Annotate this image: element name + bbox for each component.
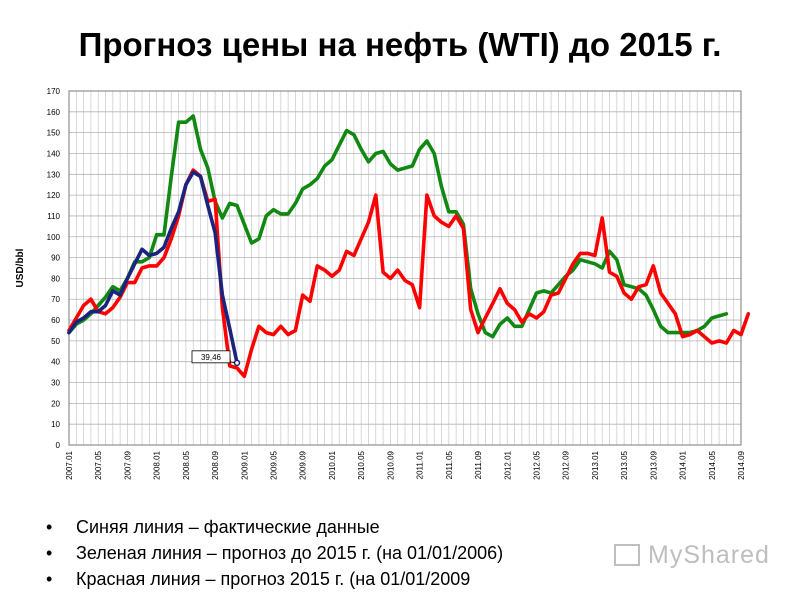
x-tick-label: 2014.09 [737,450,746,479]
x-tick-label: 2008.01 [153,450,162,479]
y-tick-label: 160 [47,108,61,117]
bullet-green-line: Зеленая линия – прогноз до 2015 г. (на 0… [42,540,503,566]
y-tick-label: 40 [51,358,60,367]
x-tick-label: 2007.05 [94,450,103,479]
watermark-logo: MyShared [612,540,782,572]
y-tick-label: 140 [47,149,61,158]
y-tick-label: 50 [51,337,60,346]
annotation-box [191,350,231,364]
x-tick-label: 2011.05 [445,450,454,479]
y-tick-label: 70 [51,295,60,304]
annotation-label: 39,46 [201,353,222,362]
y-tick-label: 60 [51,316,60,325]
annotation-leader [229,361,236,364]
y-tick-label: 20 [51,399,60,408]
x-tick-label: 2012.05 [532,450,541,479]
bullet-blue-line: Синяя линия – фактические данные [42,514,503,540]
presentation-icon [614,544,640,566]
y-tick-label: 80 [51,274,60,283]
x-tick-label: 2009.01 [240,450,249,479]
x-tick-label: 2009.05 [270,450,279,479]
plot-border [68,90,742,446]
y-tick-label: 120 [47,191,61,200]
y-tick-label: 130 [47,170,61,179]
y-tick-label: 100 [47,233,61,242]
y-tick-label: 10 [51,420,60,429]
x-tick-label: 2007.01 [65,450,74,479]
y-tick-label: 30 [51,379,60,388]
slide-title: Прогноз цены на нефть (WTI) до 2015 г. [78,26,722,63]
y-axis-label: USD/bbl [15,248,26,287]
x-tick-label: 2011.01 [416,450,425,479]
y-tick-label: 90 [51,254,60,263]
y-tick-label: 150 [47,129,61,138]
x-tick-label: 2010.09 [386,450,395,479]
legend-bullet-list: Синяя линия – фактические данные Зеленая… [42,514,503,592]
x-tick-label: 2014.05 [708,450,717,479]
x-tick-label: 2007.09 [123,450,132,479]
series-line-blue [67,170,239,365]
x-tick-label: 2012.09 [562,450,571,479]
x-tick-label: 2008.09 [211,450,220,479]
x-tick-label: 2011.09 [474,450,483,479]
last-actual-point [233,359,241,367]
watermark-text: MyShared [648,541,770,569]
y-tick-label: 0 [56,441,61,450]
y-tick-label: 110 [47,212,60,221]
x-tick-label: 2008.05 [182,450,191,479]
x-tick-label: 2014.01 [679,450,688,479]
bullet-red-line: Красная линия – прогноз 2015 г. (на 01/0… [42,566,503,592]
x-tick-label: 2013.01 [591,450,600,479]
x-tick-label: 2010.05 [357,450,366,479]
y-tick-label: 170 [47,87,61,96]
x-tick-label: 2009.09 [299,450,308,479]
oil-price-chart: 0 10 20 30 40 50 60 70 80 90 100 110 120 130 140 150 160… [15,87,751,480]
x-tick-label: 2013.05 [620,450,629,479]
x-tick-label: 2013.09 [649,450,658,479]
x-tick-label: 2010.01 [328,450,337,479]
series-line-green [67,114,729,339]
x-tick-label: 2012.01 [503,450,512,479]
